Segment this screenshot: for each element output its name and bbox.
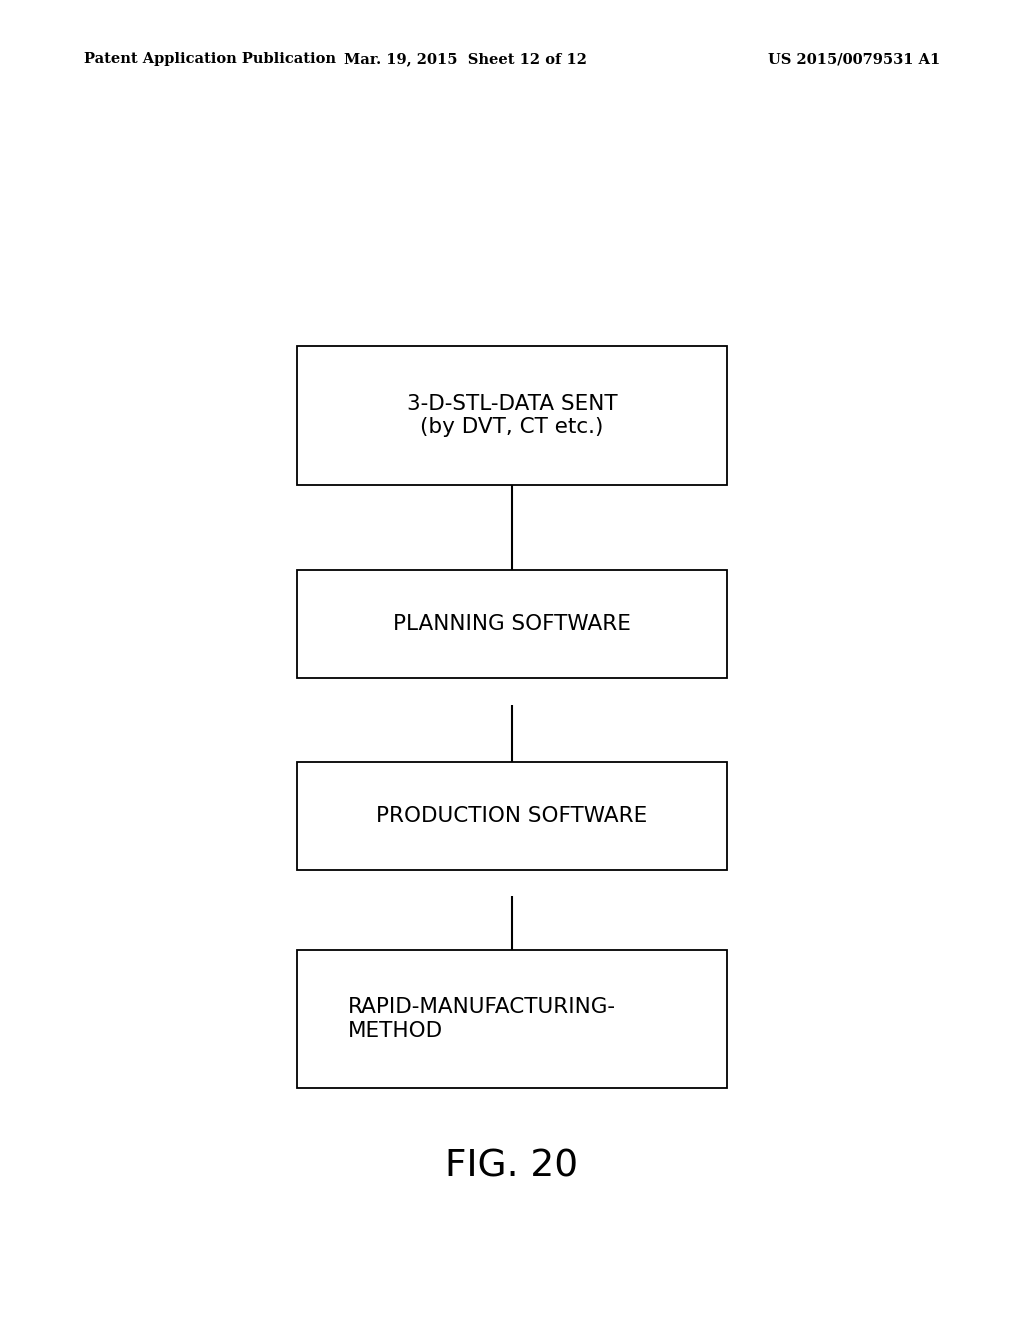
FancyBboxPatch shape	[297, 762, 727, 870]
Text: Patent Application Publication: Patent Application Publication	[84, 53, 336, 66]
FancyBboxPatch shape	[297, 346, 727, 484]
Text: PRODUCTION SOFTWARE: PRODUCTION SOFTWARE	[377, 805, 647, 826]
Text: US 2015/0079531 A1: US 2015/0079531 A1	[768, 53, 940, 66]
FancyBboxPatch shape	[297, 570, 727, 678]
Text: PLANNING SOFTWARE: PLANNING SOFTWARE	[393, 614, 631, 635]
Text: Mar. 19, 2015  Sheet 12 of 12: Mar. 19, 2015 Sheet 12 of 12	[344, 53, 588, 66]
Text: RAPID-MANUFACTURING-
METHOD: RAPID-MANUFACTURING- METHOD	[348, 998, 616, 1040]
Text: 3-D-STL-DATA SENT
(by DVT, CT etc.): 3-D-STL-DATA SENT (by DVT, CT etc.)	[407, 395, 617, 437]
FancyBboxPatch shape	[297, 950, 727, 1088]
Text: FIG. 20: FIG. 20	[445, 1148, 579, 1185]
